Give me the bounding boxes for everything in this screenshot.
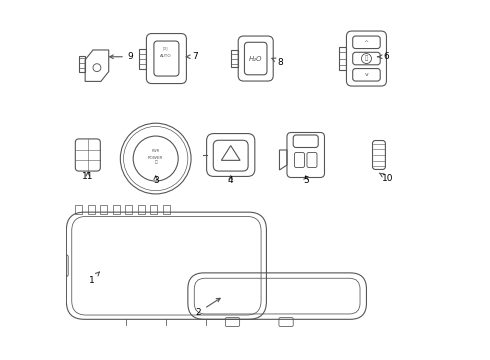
Text: 5: 5 <box>303 176 309 185</box>
Text: 3: 3 <box>153 176 159 185</box>
Text: 7: 7 <box>186 52 198 61</box>
Text: ⓑ: ⓑ <box>365 56 368 61</box>
Text: [D]: [D] <box>162 46 168 50</box>
Text: POWER
⏻: POWER ⏻ <box>148 156 163 165</box>
Text: 9: 9 <box>110 52 134 61</box>
Text: 1: 1 <box>89 272 99 284</box>
Text: 11: 11 <box>82 172 94 181</box>
Text: 8: 8 <box>272 58 284 67</box>
Text: H₂O: H₂O <box>249 55 263 62</box>
Text: 4: 4 <box>228 176 234 185</box>
Text: 2: 2 <box>196 298 220 317</box>
Text: 6: 6 <box>378 52 389 61</box>
Text: PWR: PWR <box>151 149 160 153</box>
Text: 10: 10 <box>379 173 393 183</box>
Text: ^: ^ <box>364 40 369 45</box>
Text: v: v <box>365 72 368 77</box>
Text: AUTO: AUTO <box>160 54 172 58</box>
